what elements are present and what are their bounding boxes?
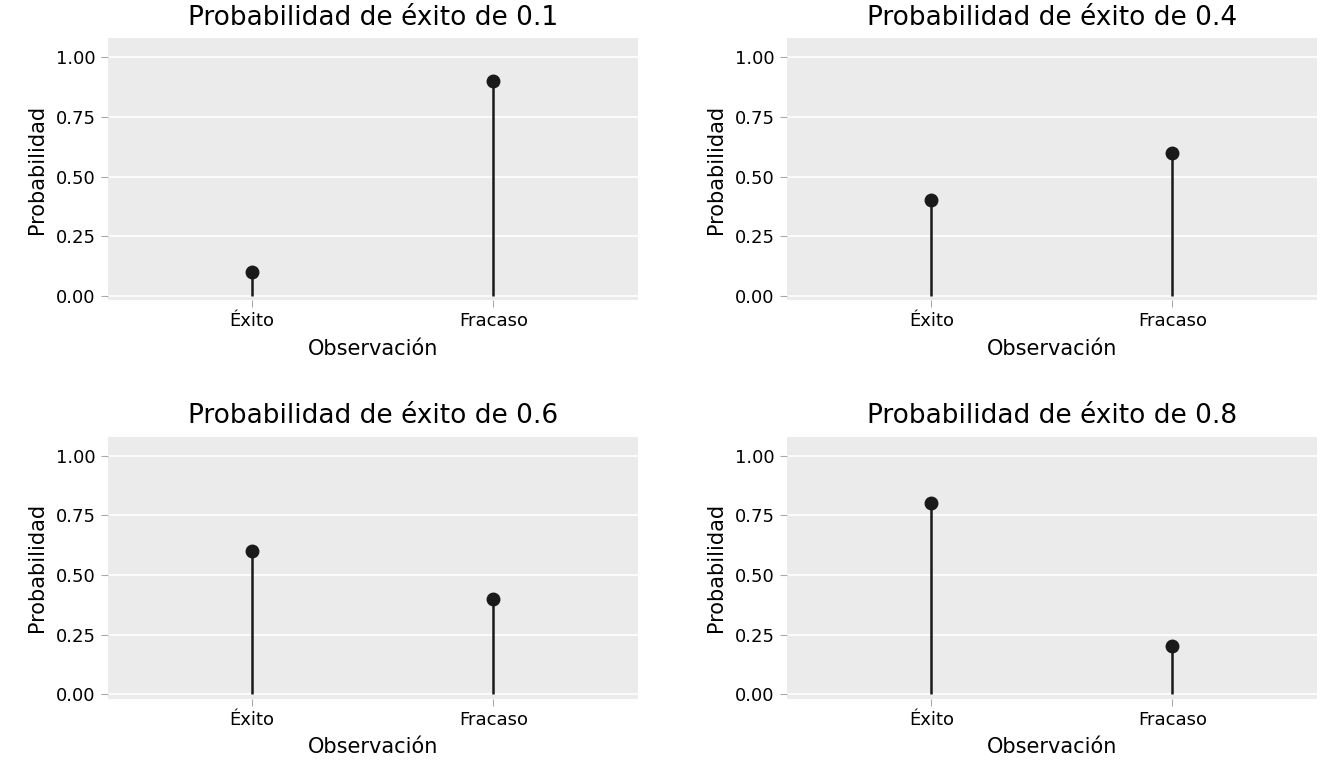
- X-axis label: Observación: Observación: [986, 339, 1117, 359]
- Y-axis label: Probabilidad: Probabilidad: [707, 503, 727, 632]
- Title: Probabilidad de éxito de 0.1: Probabilidad de éxito de 0.1: [188, 5, 558, 31]
- Y-axis label: Probabilidad: Probabilidad: [27, 503, 47, 632]
- Y-axis label: Probabilidad: Probabilidad: [707, 105, 727, 234]
- Title: Probabilidad de éxito de 0.6: Probabilidad de éxito de 0.6: [188, 403, 558, 429]
- Y-axis label: Probabilidad: Probabilidad: [27, 105, 47, 234]
- X-axis label: Observación: Observación: [308, 339, 438, 359]
- Title: Probabilidad de éxito de 0.8: Probabilidad de éxito de 0.8: [867, 403, 1236, 429]
- X-axis label: Observación: Observación: [986, 737, 1117, 757]
- X-axis label: Observación: Observación: [308, 737, 438, 757]
- Title: Probabilidad de éxito de 0.4: Probabilidad de éxito de 0.4: [867, 5, 1236, 31]
